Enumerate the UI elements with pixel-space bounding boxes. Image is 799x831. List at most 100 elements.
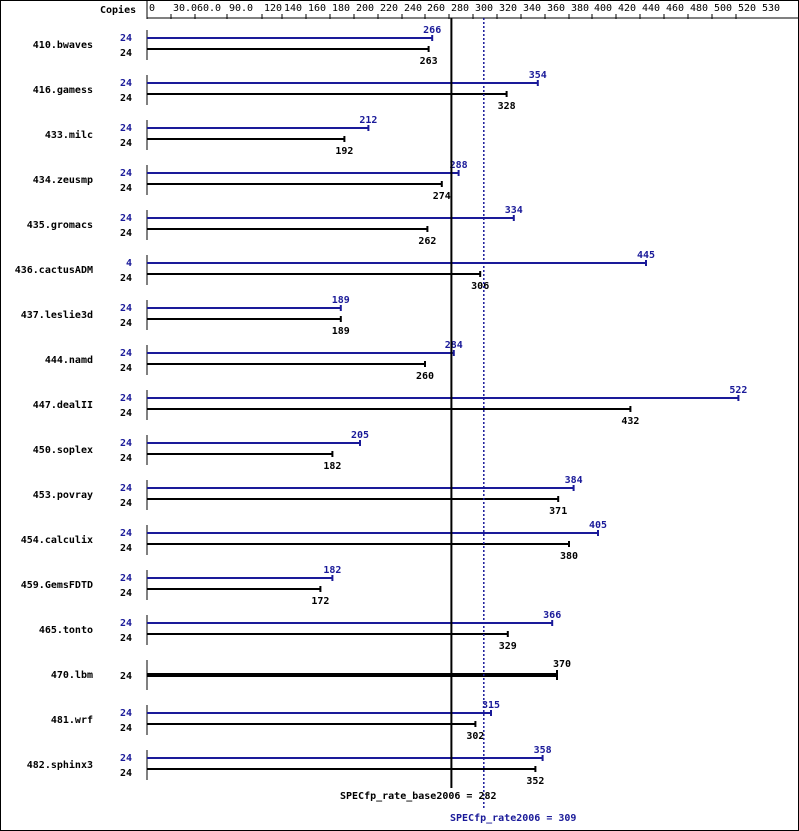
peak-copies-label: 4 bbox=[126, 258, 132, 269]
base-copies-label: 24 bbox=[120, 723, 132, 734]
peak-value-label: 182 bbox=[323, 565, 341, 576]
x-tick-label: 400 bbox=[594, 3, 612, 14]
x-tick-label: 460 bbox=[666, 3, 684, 14]
benchmark-name: 481.wrf bbox=[51, 715, 93, 726]
benchmark-name: 435.gromacs bbox=[27, 220, 93, 231]
base-value-label: 302 bbox=[466, 731, 484, 742]
base-copies-label: 24 bbox=[120, 228, 132, 239]
base-copies-label: 24 bbox=[120, 768, 132, 779]
x-tick-label: 200 bbox=[356, 3, 374, 14]
peak-copies-label: 24 bbox=[120, 78, 132, 89]
x-tick-label: 120 bbox=[264, 3, 282, 14]
peak-value-label: 405 bbox=[589, 520, 607, 531]
peak-copies-label: 24 bbox=[120, 618, 132, 629]
copies-header: Copies bbox=[100, 4, 136, 16]
peak-value-label: 315 bbox=[482, 700, 500, 711]
benchmark-name: 454.calculix bbox=[21, 534, 93, 546]
peak-copies-label: 24 bbox=[120, 708, 132, 719]
benchmark-name: 447.dealII bbox=[33, 400, 93, 411]
base-copies-label: 24 bbox=[120, 93, 132, 104]
base-copies-label: 24 bbox=[120, 671, 132, 682]
peak-value-label: 212 bbox=[359, 115, 377, 126]
x-tick-label: 300 bbox=[475, 3, 493, 14]
x-tick-label: 420 bbox=[618, 3, 636, 14]
benchmark-name: 465.tonto bbox=[39, 625, 93, 636]
x-tick-label: 340 bbox=[523, 3, 541, 14]
x-tick-label: 240 bbox=[404, 3, 422, 14]
base-copies-label: 24 bbox=[120, 633, 132, 644]
peak-value-label: 358 bbox=[534, 745, 552, 756]
base-value-label: 306 bbox=[471, 281, 489, 292]
base-copies-label: 24 bbox=[120, 183, 132, 194]
peak-value-label: 205 bbox=[351, 430, 369, 441]
base-value-label: 352 bbox=[526, 776, 544, 787]
benchmark-bars: 410.bwaves 24 266 24 263 416.gamess 24 354 24 328… bbox=[15, 25, 748, 787]
peak-copies-label: 24 bbox=[120, 573, 132, 584]
x-tick-label: 360 bbox=[547, 3, 565, 14]
peak-copies-label: 24 bbox=[120, 528, 132, 539]
benchmark-name: 437.leslie3d bbox=[21, 309, 93, 321]
base-value-label: 274 bbox=[433, 191, 451, 202]
peak-copies-label: 24 bbox=[120, 753, 132, 764]
x-tick-label: 480 bbox=[690, 3, 708, 14]
benchmark-name: 482.sphinx3 bbox=[27, 759, 93, 771]
combined-value-label: 370 bbox=[553, 659, 571, 670]
base-copies-label: 24 bbox=[120, 408, 132, 419]
base-copies-label: 24 bbox=[120, 48, 132, 59]
base-value-label: 182 bbox=[323, 461, 341, 472]
peak-copies-label: 24 bbox=[120, 168, 132, 179]
peak-value-label: 366 bbox=[543, 610, 561, 621]
peak-copies-label: 24 bbox=[120, 483, 132, 494]
benchmark-name: 453.povray bbox=[33, 490, 93, 501]
benchmark-name: 434.zeusmp bbox=[33, 175, 93, 186]
base-copies-label: 24 bbox=[120, 273, 132, 284]
base-copies-label: 24 bbox=[120, 498, 132, 509]
peak-copies-label: 24 bbox=[120, 393, 132, 404]
peak-copies-label: 24 bbox=[120, 348, 132, 359]
benchmark-name: 459.GemsFDTD bbox=[21, 580, 93, 591]
benchmark-name: 436.cactusADM bbox=[15, 265, 93, 276]
peak-value-label: 334 bbox=[505, 205, 523, 216]
base-value-label: 371 bbox=[549, 506, 567, 517]
base-value-label: 172 bbox=[311, 596, 329, 607]
peak-value-label: 266 bbox=[423, 25, 441, 36]
base-value-label: 380 bbox=[560, 551, 578, 562]
x-tick-label: 0 bbox=[149, 3, 155, 14]
x-tick-label: 280 bbox=[451, 3, 469, 14]
peak-copies-label: 24 bbox=[120, 123, 132, 134]
x-tick-label: 180 bbox=[332, 3, 350, 14]
peak-copies-label: 24 bbox=[120, 33, 132, 44]
base-value-label: 260 bbox=[416, 371, 434, 382]
x-tick-label: 380 bbox=[571, 3, 589, 14]
base-copies-label: 24 bbox=[120, 318, 132, 329]
base-copies-label: 24 bbox=[120, 138, 132, 149]
benchmark-name: 416.gamess bbox=[33, 85, 93, 96]
x-tick-label: 320 bbox=[499, 3, 517, 14]
peak-value-label: 189 bbox=[332, 295, 350, 306]
base-copies-label: 24 bbox=[120, 588, 132, 599]
base-value-label: 328 bbox=[498, 101, 516, 112]
base-summary-label: SPECfp_rate_base2006 = 282 bbox=[340, 791, 497, 802]
peak-value-label: 384 bbox=[565, 475, 583, 486]
base-value-label: 329 bbox=[499, 641, 517, 652]
base-value-label: 263 bbox=[420, 56, 438, 67]
x-tick-label: 520 bbox=[738, 3, 756, 14]
x-tick-label: 90.0 bbox=[229, 3, 253, 14]
peak-summary-label: SPECfp_rate2006 = 309 bbox=[450, 813, 576, 824]
x-tick-label: 220 bbox=[380, 3, 398, 14]
x-tick-label: 500 bbox=[714, 3, 732, 14]
peak-value-label: 284 bbox=[445, 340, 463, 351]
base-copies-label: 24 bbox=[120, 363, 132, 374]
x-tick-label: 530 bbox=[762, 3, 780, 14]
x-tick-label: 260 bbox=[427, 3, 445, 14]
base-value-label: 262 bbox=[418, 236, 436, 247]
x-tick-label: 30.0 bbox=[173, 3, 197, 14]
x-tick-label: 160 bbox=[308, 3, 326, 14]
benchmark-name: 444.namd bbox=[45, 355, 93, 366]
peak-value-label: 354 bbox=[529, 70, 547, 81]
benchmark-name: 450.soplex bbox=[33, 445, 93, 456]
x-tick-label: 140 bbox=[284, 3, 302, 14]
